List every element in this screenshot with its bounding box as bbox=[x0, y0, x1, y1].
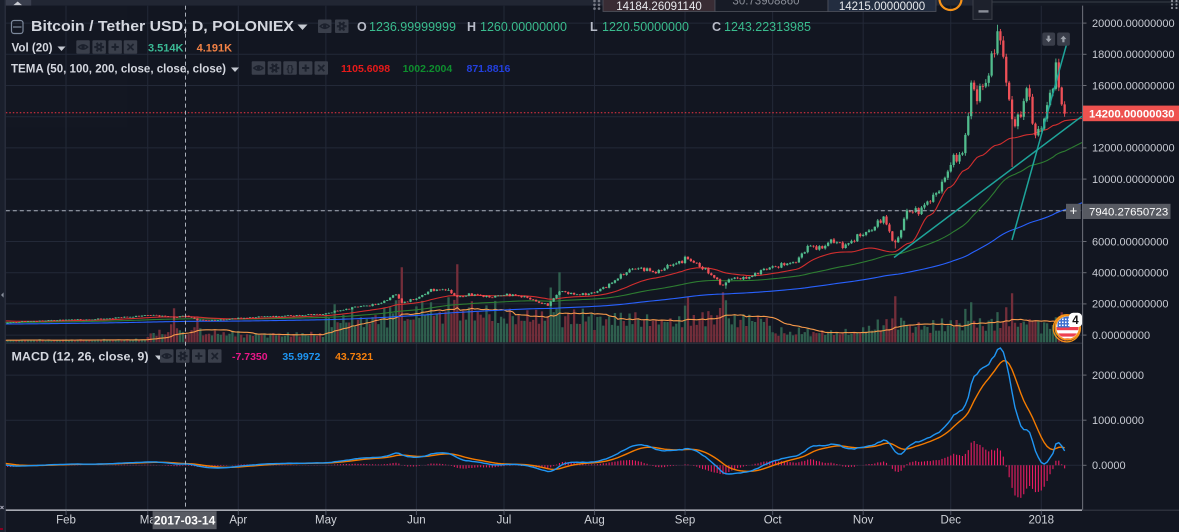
svg-text:4.191K: 4.191K bbox=[197, 43, 233, 55]
svg-text:18000.00000000: 18000.00000000 bbox=[1092, 49, 1175, 61]
svg-text:May: May bbox=[315, 514, 337, 526]
svg-text:1220.50000000: 1220.50000000 bbox=[602, 20, 689, 34]
svg-text:0.0000: 0.0000 bbox=[1092, 460, 1126, 472]
svg-text:C: C bbox=[712, 20, 721, 34]
svg-text:7940.27650723: 7940.27650723 bbox=[1089, 206, 1168, 218]
svg-text:14215.00000000: 14215.00000000 bbox=[839, 1, 925, 13]
svg-text:20000.00000000: 20000.00000000 bbox=[1092, 18, 1175, 30]
svg-text:Bitcoin / Tether USD, D, POLON: Bitcoin / Tether USD, D, POLONIEX bbox=[31, 18, 294, 35]
svg-text:-7.7350: -7.7350 bbox=[232, 351, 268, 363]
svg-text:2000.0000: 2000.0000 bbox=[1092, 370, 1144, 382]
svg-text:4000.00000000: 4000.00000000 bbox=[1092, 268, 1168, 280]
svg-text:2018: 2018 bbox=[1028, 514, 1054, 526]
svg-text:MACD (12, 26, close, 9): MACD (12, 26, close, 9) bbox=[12, 350, 149, 364]
svg-text:TEMA (50, 100, 200, close, clo: TEMA (50, 100, 200, close, close, close) bbox=[11, 62, 226, 76]
svg-text:Nov: Nov bbox=[853, 514, 874, 526]
svg-text:2000.00000000: 2000.00000000 bbox=[1092, 299, 1168, 311]
svg-text:Apr: Apr bbox=[229, 514, 247, 526]
svg-text:2017-03-14: 2017-03-14 bbox=[154, 514, 216, 528]
svg-text:35.9972: 35.9972 bbox=[282, 351, 320, 363]
svg-text:Jun: Jun bbox=[407, 514, 426, 526]
svg-text:1000.0000: 1000.0000 bbox=[1092, 415, 1144, 427]
svg-text:871.8816: 871.8816 bbox=[467, 63, 511, 75]
svg-text:Oct: Oct bbox=[764, 514, 783, 526]
svg-text:Dec: Dec bbox=[941, 514, 962, 526]
svg-text:43.7321: 43.7321 bbox=[335, 351, 373, 363]
svg-text:0.00000000: 0.00000000 bbox=[1092, 330, 1150, 342]
svg-text:Jul: Jul bbox=[497, 514, 512, 526]
svg-text:Ma: Ma bbox=[140, 514, 157, 526]
svg-text:{}: {} bbox=[286, 63, 294, 74]
svg-text:14200.00000030: 14200.00000030 bbox=[1089, 108, 1175, 120]
svg-text:14184.26091140: 14184.26091140 bbox=[616, 1, 702, 13]
svg-text:Vol (20): Vol (20) bbox=[12, 41, 53, 55]
svg-text:1002.2004: 1002.2004 bbox=[403, 63, 453, 75]
svg-text:Feb: Feb bbox=[56, 514, 76, 526]
svg-text:1260.00000000: 1260.00000000 bbox=[480, 20, 567, 34]
svg-text:16000.00000000: 16000.00000000 bbox=[1092, 80, 1175, 92]
svg-text:6000.00000000: 6000.00000000 bbox=[1092, 236, 1168, 248]
svg-text:1105.6098: 1105.6098 bbox=[341, 63, 390, 75]
svg-text:L: L bbox=[590, 20, 598, 34]
svg-text:3.514K: 3.514K bbox=[148, 43, 184, 55]
svg-text:1243.22313985: 1243.22313985 bbox=[724, 20, 811, 34]
svg-text:Aug: Aug bbox=[584, 514, 604, 526]
svg-text:1236.99999999: 1236.99999999 bbox=[369, 20, 456, 34]
svg-text:12000.00000000: 12000.00000000 bbox=[1092, 143, 1175, 155]
svg-text:O: O bbox=[357, 20, 367, 34]
svg-text:+: + bbox=[1070, 203, 1078, 218]
svg-text:H: H bbox=[467, 20, 476, 34]
svg-text:10000.00000000: 10000.00000000 bbox=[1092, 174, 1175, 186]
svg-text:Sep: Sep bbox=[675, 514, 695, 526]
svg-text:4: 4 bbox=[1072, 315, 1079, 327]
svg-text:30.73908860: 30.73908860 bbox=[732, 0, 799, 8]
